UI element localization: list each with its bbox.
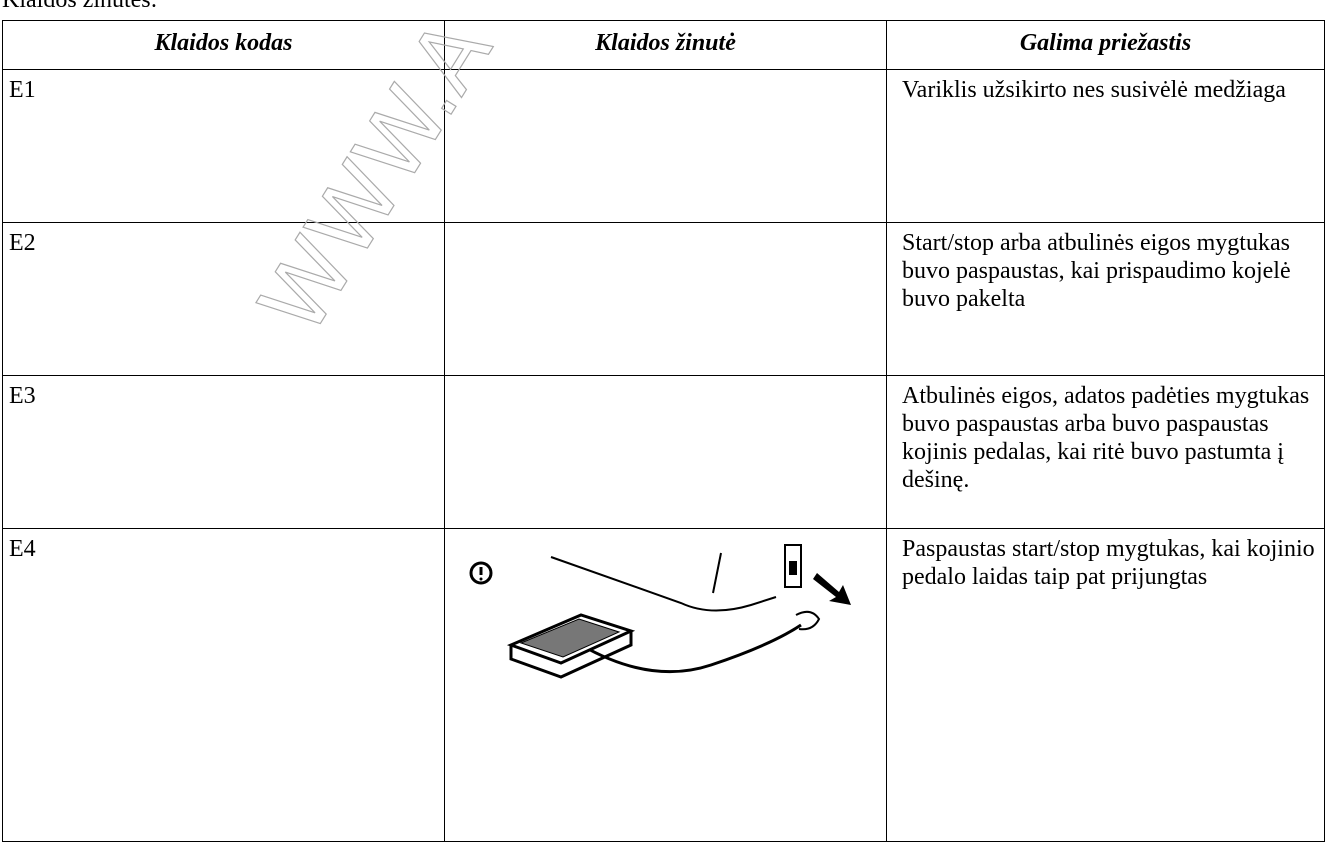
header-cell: Klaidos kodas xyxy=(2,20,445,70)
code-cell: E4 xyxy=(2,528,445,842)
row: E2 Start/stop arba atbulinės eigos mygtu… xyxy=(2,222,1325,376)
error-table: Klaidos kodas Klaidos žinutė Galima prie… xyxy=(2,20,1325,842)
cause-cell: Paspaustas start/stop mygtukas, kai koji… xyxy=(886,528,1325,842)
code-cell: E2 xyxy=(2,222,445,376)
header-row: Klaidos kodas Klaidos žinutė Galima prie… xyxy=(2,20,1325,70)
pedal-illustration xyxy=(469,544,851,679)
message-cell xyxy=(444,69,887,223)
code-cell: E3 xyxy=(2,375,445,529)
cause-cell: Variklis užsikirto nes susivėlė medžiaga xyxy=(886,69,1325,223)
header-cell: Klaidos žinutė xyxy=(444,20,887,70)
row: E4 Paspaustas start/stop mygtukas, kai k… xyxy=(2,528,1325,842)
heading: Klaidos žinutės: xyxy=(2,0,158,13)
header-cell: Galima priežastis xyxy=(886,20,1325,70)
row: E3 Atbulinės eigos, adatos padėties mygt… xyxy=(2,375,1325,529)
message-cell xyxy=(444,375,887,529)
code-cell: E1 xyxy=(2,69,445,223)
row: E1 Variklis užsikirto nes susivėlė medži… xyxy=(2,69,1325,223)
cause-cell: Atbulinės eigos, adatos padėties mygtuka… xyxy=(886,375,1325,529)
message-cell xyxy=(444,528,887,842)
cause-cell: Start/stop arba atbulinės eigos mygtukas… xyxy=(886,222,1325,376)
message-cell xyxy=(444,222,887,376)
